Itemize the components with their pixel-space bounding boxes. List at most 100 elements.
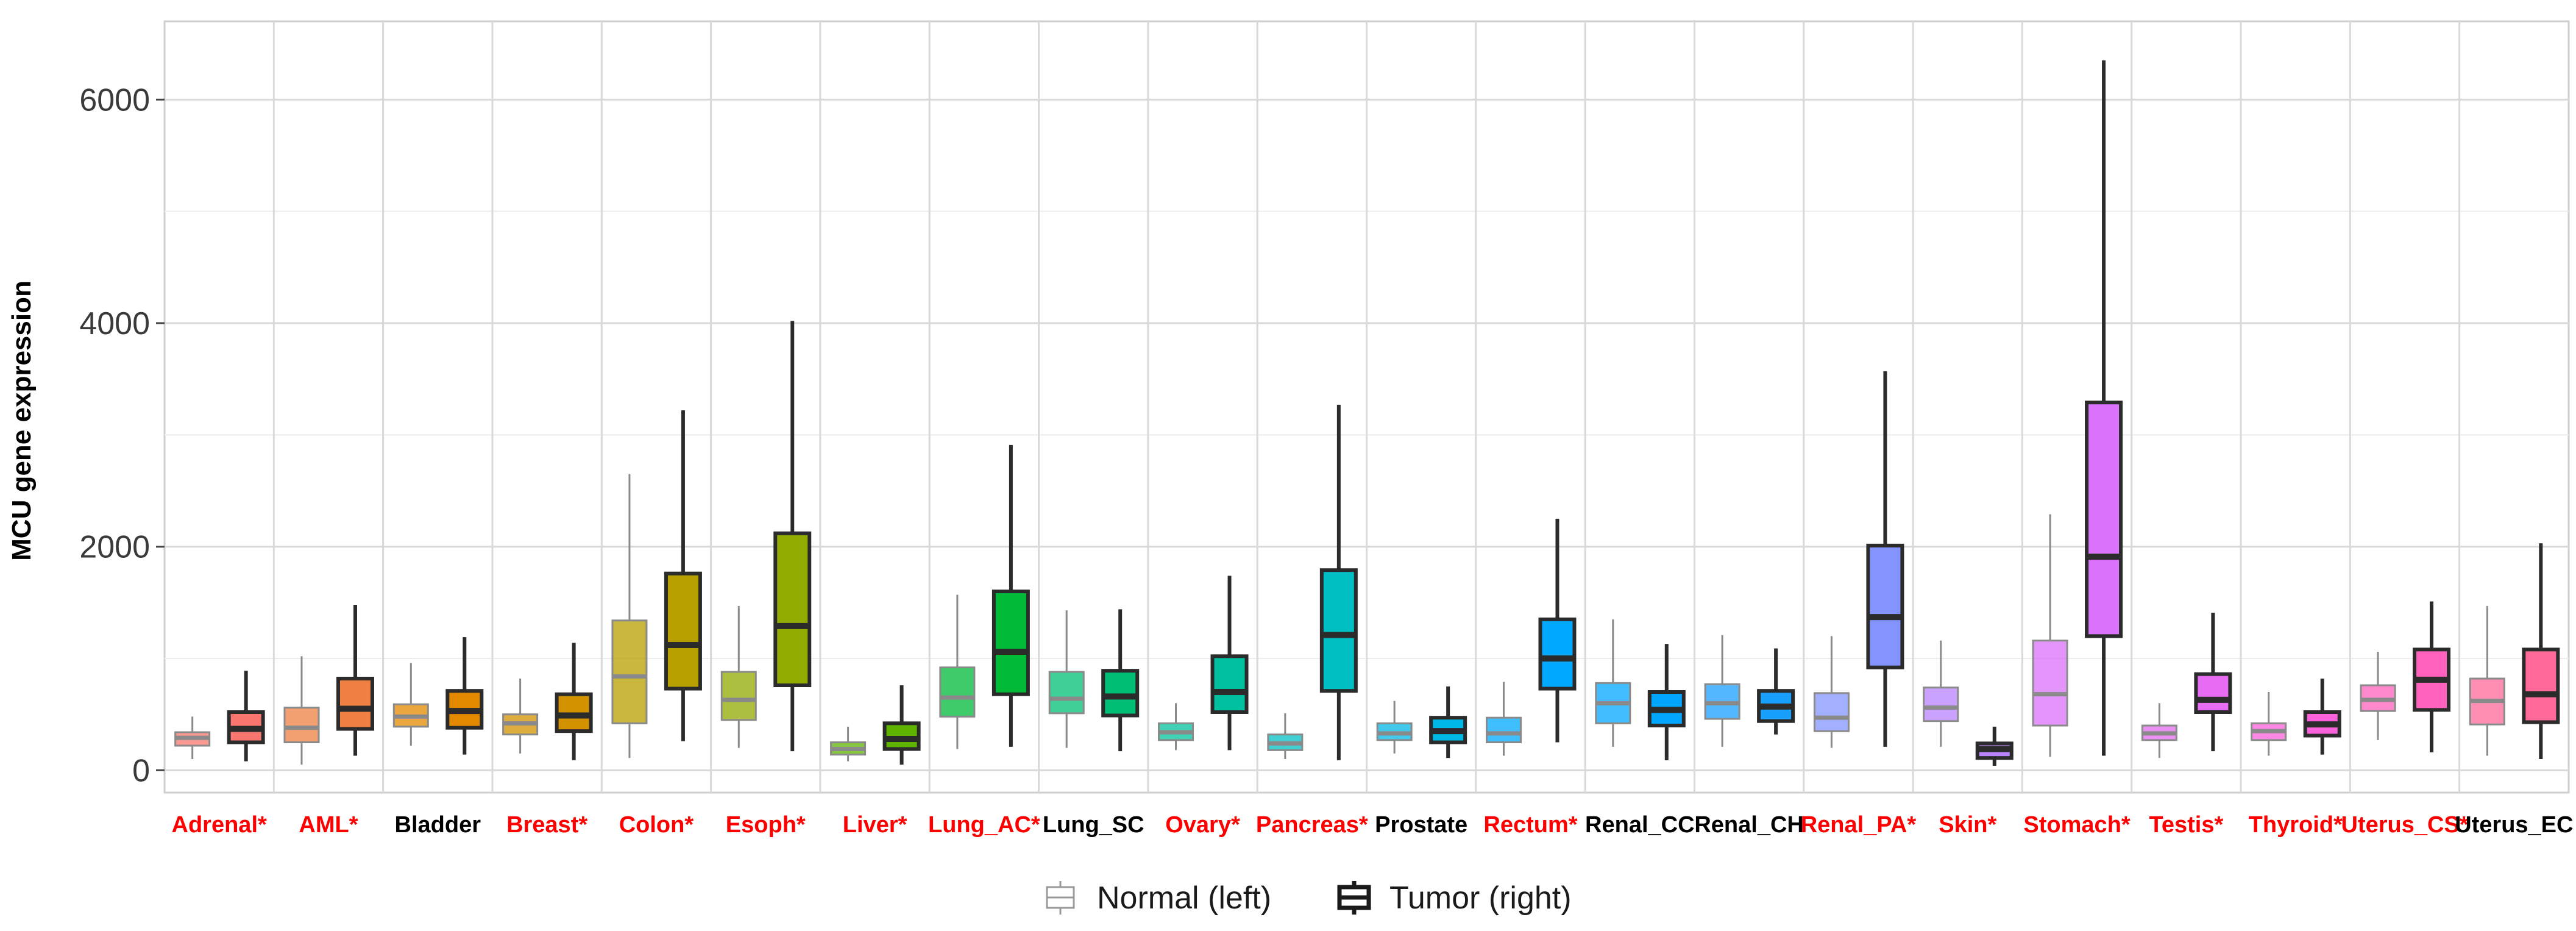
category-label: Uterus_EC — [2455, 812, 2573, 838]
box-normal-16 — [1923, 640, 1959, 747]
y-axis: 0 2000 4000 6000 — [79, 82, 165, 788]
box-normal-5-iqr-box — [720, 671, 757, 721]
box-normal-13 — [1595, 619, 1631, 747]
box-normal-1-iqr-box — [283, 707, 320, 743]
box-normal-8 — [1048, 610, 1085, 748]
category-label: Breast* — [506, 812, 587, 838]
box-tumor-7 — [992, 444, 1030, 747]
grid-layer — [163, 20, 2570, 794]
box-tumor-6 — [882, 685, 921, 765]
y-tick-label: 4000 — [79, 306, 150, 341]
category-label: Prostate — [1375, 812, 1467, 838]
box-tumor-21 — [2522, 543, 2560, 759]
y-tick-label: 2000 — [79, 530, 150, 565]
box-normal-20 — [2360, 652, 2396, 740]
category-label: Renal_CH — [1694, 812, 1804, 838]
box-tumor-1-iqr-box — [336, 677, 374, 731]
legend-tumor-key — [1337, 881, 1371, 915]
box-tumor-4 — [664, 410, 702, 741]
box-tumor-19 — [2303, 679, 2341, 755]
box-tumor-14 — [1757, 648, 1795, 735]
box-normal-8-iqr-box — [1048, 671, 1085, 715]
box-normal-15-iqr-box — [1813, 692, 1850, 732]
box-tumor-8-iqr-box — [1101, 669, 1140, 718]
category-label: Thyroid* — [2249, 812, 2343, 838]
category-label: Renal_CC — [1585, 812, 1695, 838]
box-normal-5 — [720, 605, 757, 748]
box-tumor-12 — [1538, 518, 1577, 743]
box-tumor-21-iqr-box — [2522, 647, 2560, 724]
box-tumor-2 — [445, 637, 484, 755]
box-tumor-3 — [555, 643, 593, 760]
box-tumor-17-iqr-box — [2085, 401, 2123, 638]
box-tumor-17 — [2085, 60, 2123, 756]
category-label: Rectum* — [1483, 812, 1577, 838]
box-tumor-10 — [1319, 404, 1358, 760]
category-label: Lung_AC* — [928, 812, 1040, 838]
category-label: Skin* — [1939, 812, 1996, 838]
box-tumor-15-iqr-box — [1866, 543, 1904, 669]
box-normal-0 — [174, 716, 211, 759]
box-tumor-8 — [1101, 609, 1140, 752]
legend-normal-label: Normal (left) — [1097, 880, 1271, 916]
box-normal-4-iqr-box — [611, 619, 648, 724]
box-normal-7 — [939, 594, 976, 749]
box-normal-4 — [611, 474, 648, 758]
box-tumor-18 — [2194, 612, 2232, 752]
box-layer — [174, 60, 2560, 766]
box-normal-18 — [2141, 703, 2177, 758]
box-tumor-9 — [1210, 576, 1249, 751]
category-label: Ovary* — [1165, 812, 1240, 838]
box-normal-17 — [2032, 514, 2068, 757]
box-normal-7-iqr-box — [939, 666, 976, 718]
box-normal-12-iqr-box — [1485, 716, 1522, 743]
box-tumor-4-iqr-box — [664, 571, 702, 691]
legend-normal-key — [1046, 881, 1075, 915]
box-normal-1 — [283, 656, 320, 765]
box-tumor-20 — [2413, 601, 2451, 752]
box-normal-9 — [1158, 703, 1194, 751]
box-tumor-10-iqr-box — [1319, 568, 1358, 693]
box-normal-15 — [1813, 636, 1850, 748]
category-label: Uterus_CS* — [2341, 812, 2468, 838]
box-tumor-5 — [773, 321, 812, 752]
box-normal-2 — [392, 663, 429, 746]
box-normal-19 — [2251, 692, 2287, 756]
box-normal-6 — [830, 726, 867, 762]
y-tick-label: 6000 — [79, 82, 150, 118]
box-tumor-0 — [227, 671, 265, 762]
box-normal-3 — [502, 679, 539, 754]
category-label: Stomach* — [2023, 812, 2130, 838]
box-tumor-11 — [1429, 686, 1467, 758]
legend-tumor-label: Tumor (right) — [1389, 880, 1572, 916]
box-normal-17-iqr-box — [2032, 640, 2068, 727]
category-label: Adrenal* — [172, 812, 267, 838]
category-label: Bladder — [395, 812, 481, 838]
category-label: AML* — [299, 812, 358, 838]
box-tumor-15 — [1866, 371, 1904, 747]
y-axis-title: MCU gene expression — [7, 280, 37, 561]
box-normal-16-iqr-box — [1923, 687, 1959, 722]
category-label: Testis* — [2149, 812, 2223, 838]
category-label: Lung_SC — [1043, 812, 1144, 838]
category-label: Pancreas* — [1256, 812, 1368, 838]
box-tumor-9-iqr-box — [1210, 654, 1249, 715]
box-normal-11 — [1376, 701, 1413, 754]
category-label: Liver* — [843, 812, 907, 838]
legend: Normal (left) Tumor (right) — [1046, 880, 1572, 916]
category-label: Esoph* — [726, 812, 806, 838]
y-tick-label: 0 — [132, 753, 150, 788]
box-tumor-5-iqr-box — [773, 531, 812, 688]
x-axis-category-labels: Adrenal* AML* Bladder Breast* Colon* Esoph* Li… — [172, 812, 2574, 838]
box-tumor-13 — [1647, 644, 1686, 760]
box-normal-10 — [1267, 713, 1304, 759]
box-normal-12 — [1485, 682, 1522, 756]
box-tumor-12-iqr-box — [1538, 617, 1577, 691]
category-label: Colon* — [619, 812, 694, 838]
box-tumor-1 — [336, 605, 374, 756]
box-normal-14 — [1704, 635, 1740, 747]
box-tumor-16 — [1975, 726, 2014, 766]
category-label: Renal_PA* — [1801, 812, 1917, 838]
box-tumor-7-iqr-box — [992, 590, 1030, 696]
